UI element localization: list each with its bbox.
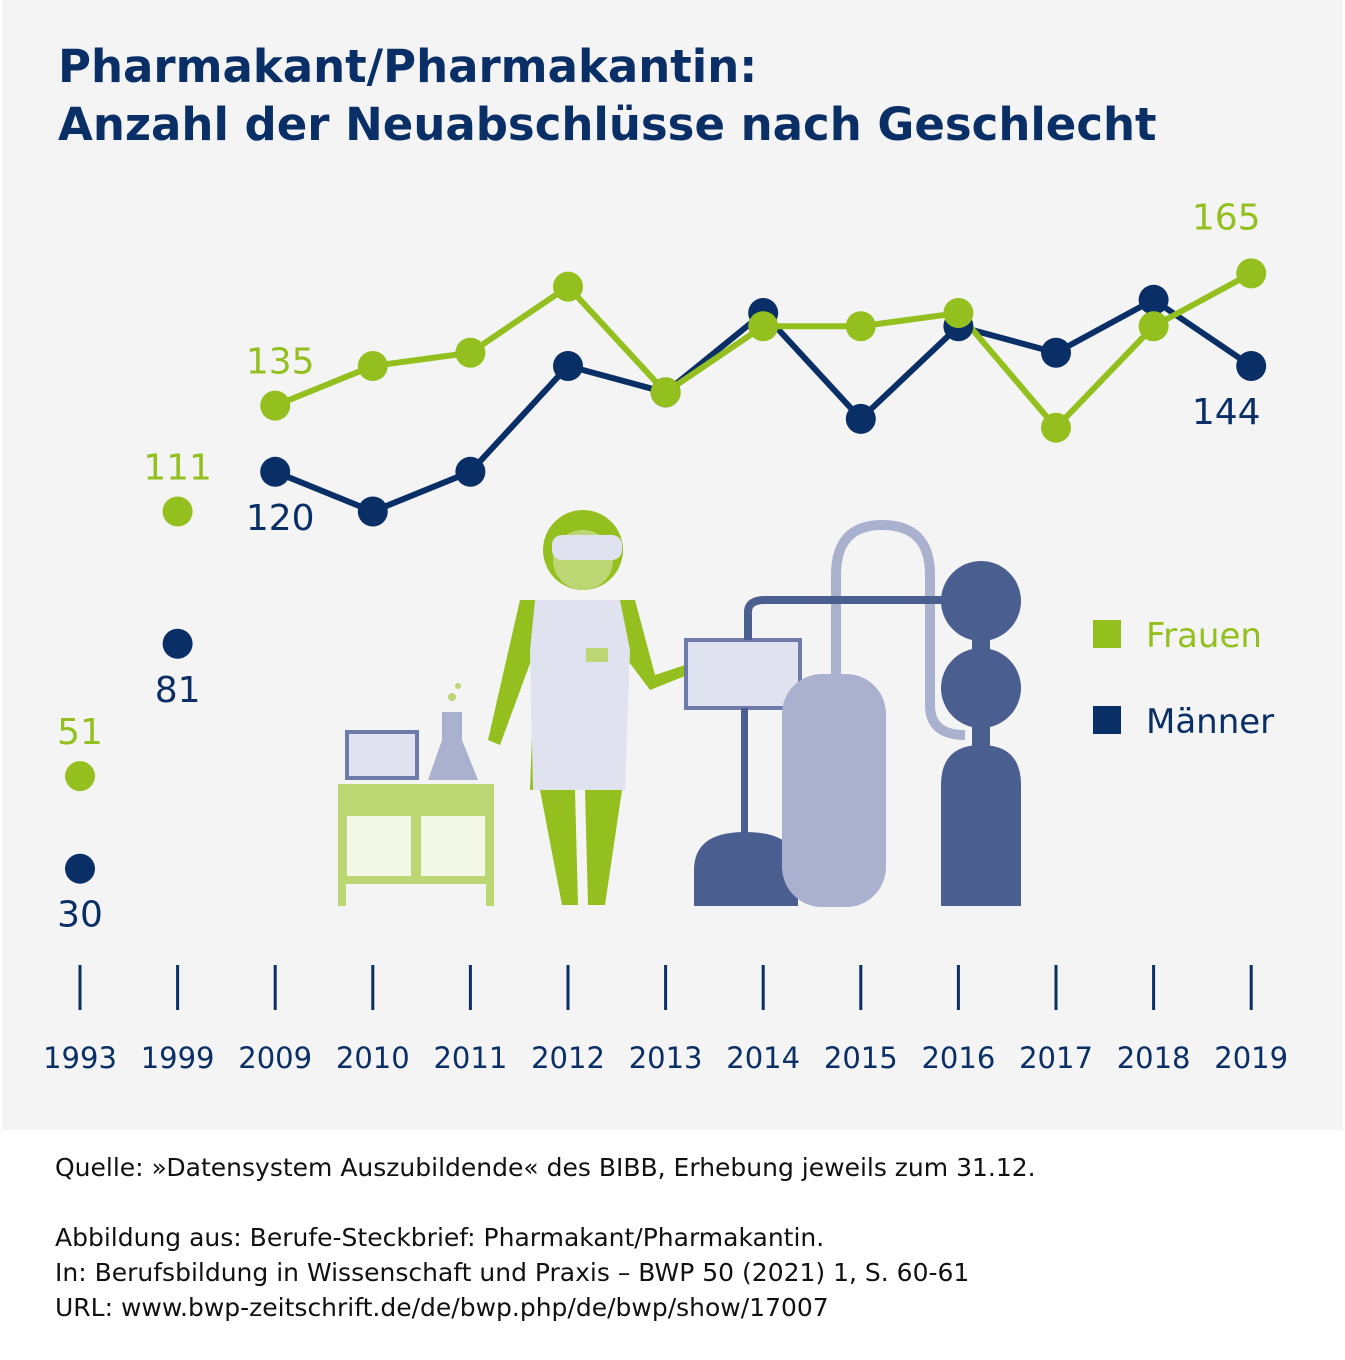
point-frauen (845, 311, 876, 342)
point-maenner (65, 853, 95, 884)
x-tick-label: 2010 (336, 1041, 410, 1075)
point-frauen (1236, 258, 1267, 289)
point-frauen (1138, 311, 1169, 342)
point-frauen (357, 350, 388, 381)
point-maenner (357, 496, 388, 527)
point-frauen (162, 496, 193, 527)
point-maenner (553, 350, 583, 381)
point-maenner (845, 403, 876, 434)
x-tick-label: 1999 (141, 1041, 215, 1075)
point-maenner (260, 456, 291, 487)
x-axis: 1993 1999 2009 2010 2011 2012 2013 2014 2015 2016… (43, 965, 1288, 1075)
data-label-maenner: 81 (155, 670, 201, 711)
point-frauen (553, 271, 583, 302)
x-tick-label: 2009 (238, 1041, 312, 1075)
data-label-maenner: 30 (57, 895, 103, 936)
citation-line-2: In: Berufsbildung in Wissenschaft und Pr… (55, 1258, 970, 1287)
source-note: Quelle: »Datensystem Auszubildende« des … (55, 1153, 1036, 1182)
line-chart: 1993 1999 2009 2010 2011 2012 2013 2014 2015 2016… (43, 197, 1288, 1075)
title-line-1: Pharmakant/Pharmakantin: (58, 40, 758, 93)
x-tick-label: 2017 (1019, 1041, 1093, 1075)
x-tick-label: 2019 (1214, 1041, 1288, 1075)
point-maenner (455, 456, 486, 487)
x-tick-label: 2018 (1117, 1041, 1191, 1075)
point-maenner (162, 628, 193, 659)
data-label-frauen: 165 (1192, 197, 1261, 238)
lab-illustration (338, 510, 1021, 907)
x-tick-label: 2014 (726, 1041, 800, 1075)
legend-label-maenner: Männer (1146, 702, 1274, 742)
chart-title: Pharmakant/Pharmakantin: Anzahl der Neua… (58, 38, 1157, 154)
point-frauen (748, 311, 779, 342)
point-frauen (650, 377, 681, 408)
x-tick-label: 1993 (43, 1041, 117, 1075)
point-maenner (1236, 350, 1267, 381)
x-tick-label: 2012 (531, 1041, 605, 1075)
data-labels: 51 111 135 165 30 81 120 144 (57, 197, 1260, 935)
data-label-frauen: 111 (143, 447, 212, 488)
point-frauen (455, 337, 486, 368)
point-frauen (1041, 412, 1071, 443)
chart-panel (2, 0, 1343, 1130)
point-frauen (65, 761, 95, 792)
series-line-frauen (274, 270, 1253, 431)
point-frauen (943, 298, 974, 329)
citation-url: URL: www.bwp-zeitschrift.de/de/bwp.php/d… (55, 1293, 829, 1322)
data-points (65, 258, 1267, 884)
point-maenner (1138, 284, 1169, 315)
title-line-2: Anzahl der Neuabschlüsse nach Geschlecht (58, 98, 1157, 151)
x-tick-label: 2013 (629, 1041, 703, 1075)
point-frauen (260, 390, 291, 421)
footer: Quelle: »Datensystem Auszubildende« des … (55, 1150, 1036, 1325)
x-tick-label: 2015 (824, 1041, 898, 1075)
legend-label-frauen: Frauen (1146, 616, 1262, 656)
data-label-maenner: 144 (1192, 392, 1261, 433)
data-label-frauen: 135 (246, 342, 315, 383)
x-tick-label: 2016 (921, 1041, 995, 1075)
data-label-maenner: 120 (246, 498, 315, 539)
point-maenner (1041, 337, 1071, 368)
data-label-frauen: 51 (57, 712, 103, 753)
citation-line-1: Abbildung aus: Berufe-Steckbrief: Pharma… (55, 1223, 825, 1252)
legend-swatch-maenner (1093, 706, 1121, 734)
x-tick-label: 2011 (433, 1041, 507, 1075)
legend-swatch-frauen (1093, 620, 1121, 648)
legend: Frauen Männer (1093, 616, 1274, 742)
